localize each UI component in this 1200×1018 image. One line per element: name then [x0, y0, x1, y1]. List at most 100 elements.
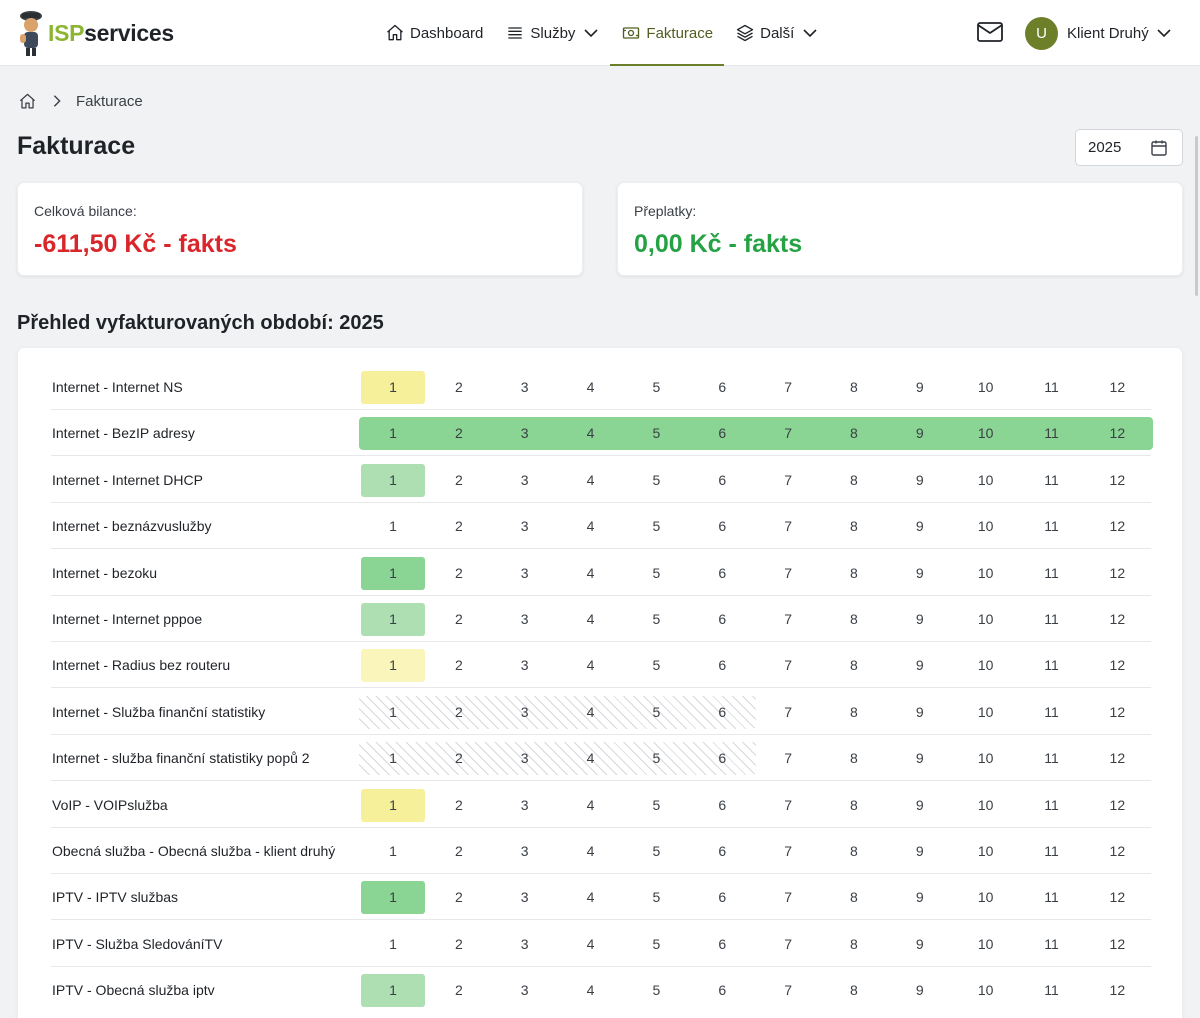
month-cell[interactable]: 3 [520, 564, 529, 581]
month-cell[interactable]: 10 [977, 611, 994, 627]
month-cell[interactable]: 1 [389, 703, 397, 720]
month-cell[interactable]: 3 [520, 889, 529, 906]
month-cell[interactable]: 7 [784, 935, 792, 952]
month-cell[interactable]: 1 [389, 425, 397, 442]
month-cell[interactable]: 1 [361, 463, 425, 497]
month-cell[interactable]: 12 [1109, 564, 1126, 581]
month-cell[interactable]: 4 [586, 379, 595, 395]
month-cell[interactable]: 5 [652, 703, 661, 720]
month-cell[interactable]: 6 [718, 982, 727, 999]
month-cell[interactable]: 2 [454, 611, 463, 627]
month-cell[interactable]: 5 [652, 935, 661, 952]
month-cell[interactable]: 9 [915, 843, 924, 859]
month-cell[interactable]: 8 [850, 379, 858, 395]
month-cell[interactable]: 12 [1109, 703, 1126, 720]
month-cell[interactable]: 1 [389, 750, 397, 767]
month-cell[interactable]: 11 [1044, 471, 1059, 488]
mail-icon[interactable] [976, 20, 1004, 44]
month-cell[interactable]: 9 [915, 796, 924, 813]
month-cell[interactable]: 1 [361, 881, 425, 915]
month-cell[interactable]: 4 [586, 471, 595, 488]
month-cell[interactable]: 9 [915, 935, 924, 952]
month-cell[interactable]: 5 [652, 564, 661, 581]
month-cell[interactable]: 12 [1109, 889, 1126, 906]
month-cell[interactable]: 10 [977, 518, 994, 535]
month-cell[interactable]: 9 [915, 889, 924, 906]
month-cell[interactable]: 2 [454, 796, 463, 813]
month-cell[interactable]: 7 [784, 564, 792, 581]
month-cell[interactable]: 10 [977, 703, 994, 720]
month-cell[interactable]: 11 [1044, 750, 1059, 767]
month-cell[interactable]: 6 [718, 657, 727, 674]
month-cell[interactable]: 11 [1044, 889, 1059, 906]
month-cell[interactable]: 2 [454, 982, 463, 999]
month-cell[interactable]: 4 [586, 796, 595, 813]
nav-fakturace[interactable]: Fakturace [610, 0, 724, 66]
month-cell[interactable]: 4 [586, 611, 595, 627]
month-cell[interactable]: 7 [784, 750, 792, 767]
home-icon[interactable] [18, 92, 37, 111]
month-cell[interactable]: 11 [1044, 982, 1059, 999]
month-cell[interactable]: 6 [718, 611, 727, 627]
month-cell[interactable]: 1 [389, 843, 397, 859]
month-cell[interactable]: 9 [915, 564, 924, 581]
month-cell[interactable]: 2 [454, 471, 463, 488]
month-cell[interactable]: 5 [652, 982, 661, 999]
month-cell[interactable]: 8 [850, 982, 858, 999]
month-cell[interactable]: 10 [977, 843, 994, 859]
month-cell[interactable]: 10 [977, 750, 994, 767]
month-cell[interactable]: 3 [520, 471, 529, 488]
month-cell[interactable]: 8 [850, 750, 858, 767]
month-cell[interactable]: 6 [718, 935, 727, 952]
month-cell[interactable]: 8 [850, 425, 858, 442]
month-cell[interactable]: 3 [520, 935, 529, 952]
month-cell[interactable]: 11 [1044, 935, 1059, 952]
month-cell[interactable]: 12 [1109, 471, 1126, 488]
month-cell[interactable]: 8 [850, 471, 858, 488]
month-cell[interactable]: 11 [1044, 796, 1059, 813]
month-cell[interactable]: 4 [586, 889, 595, 906]
month-cell[interactable]: 3 [520, 611, 529, 627]
month-cell[interactable]: 3 [520, 843, 529, 859]
month-cell[interactable]: 12 [1109, 379, 1126, 395]
month-cell[interactable]: 1 [389, 518, 397, 535]
month-cell[interactable]: 12 [1109, 657, 1126, 674]
month-cell[interactable]: 10 [977, 425, 994, 442]
month-cell[interactable]: 10 [977, 982, 994, 999]
scrollbar-thumb[interactable] [1195, 136, 1198, 296]
month-cell[interactable]: 10 [977, 564, 994, 581]
month-cell[interactable]: 1 [361, 974, 425, 1008]
month-cell[interactable]: 1 [361, 649, 425, 683]
month-cell[interactable]: 3 [520, 750, 529, 767]
month-cell[interactable]: 12 [1109, 796, 1126, 813]
month-cell[interactable]: 9 [915, 703, 924, 720]
month-cell[interactable]: 4 [586, 982, 595, 999]
month-cell[interactable]: 4 [586, 564, 595, 581]
month-cell[interactable]: 5 [652, 518, 661, 535]
nav-sluzby[interactable]: Služby [494, 0, 610, 66]
month-cell[interactable]: 6 [718, 518, 727, 535]
month-cell[interactable]: 4 [586, 703, 595, 720]
month-cell[interactable]: 12 [1109, 750, 1126, 767]
month-cell[interactable]: 9 [915, 518, 924, 535]
user-menu[interactable]: U Klient Druhý [1025, 16, 1172, 50]
month-cell[interactable]: 11 [1044, 379, 1059, 395]
month-cell[interactable]: 1 [361, 556, 425, 590]
month-cell[interactable]: 3 [520, 518, 529, 535]
month-cell[interactable]: 5 [652, 657, 661, 674]
month-cell[interactable]: 9 [915, 982, 924, 999]
month-cell[interactable]: 4 [586, 750, 595, 767]
month-cell[interactable]: 6 [718, 796, 727, 813]
month-cell[interactable]: 3 [520, 425, 529, 442]
month-cell[interactable]: 12 [1109, 518, 1126, 535]
month-cell[interactable]: 1 [361, 603, 425, 636]
month-cell[interactable]: 4 [586, 518, 595, 535]
month-cell[interactable]: 11 [1044, 611, 1059, 627]
month-cell[interactable]: 2 [454, 425, 463, 442]
month-cell[interactable]: 6 [718, 703, 727, 720]
month-cell[interactable]: 10 [977, 935, 994, 952]
month-cell[interactable]: 3 [520, 796, 529, 813]
month-cell[interactable]: 10 [977, 889, 994, 906]
month-cell[interactable]: 4 [586, 935, 595, 952]
month-cell[interactable]: 10 [977, 379, 994, 395]
